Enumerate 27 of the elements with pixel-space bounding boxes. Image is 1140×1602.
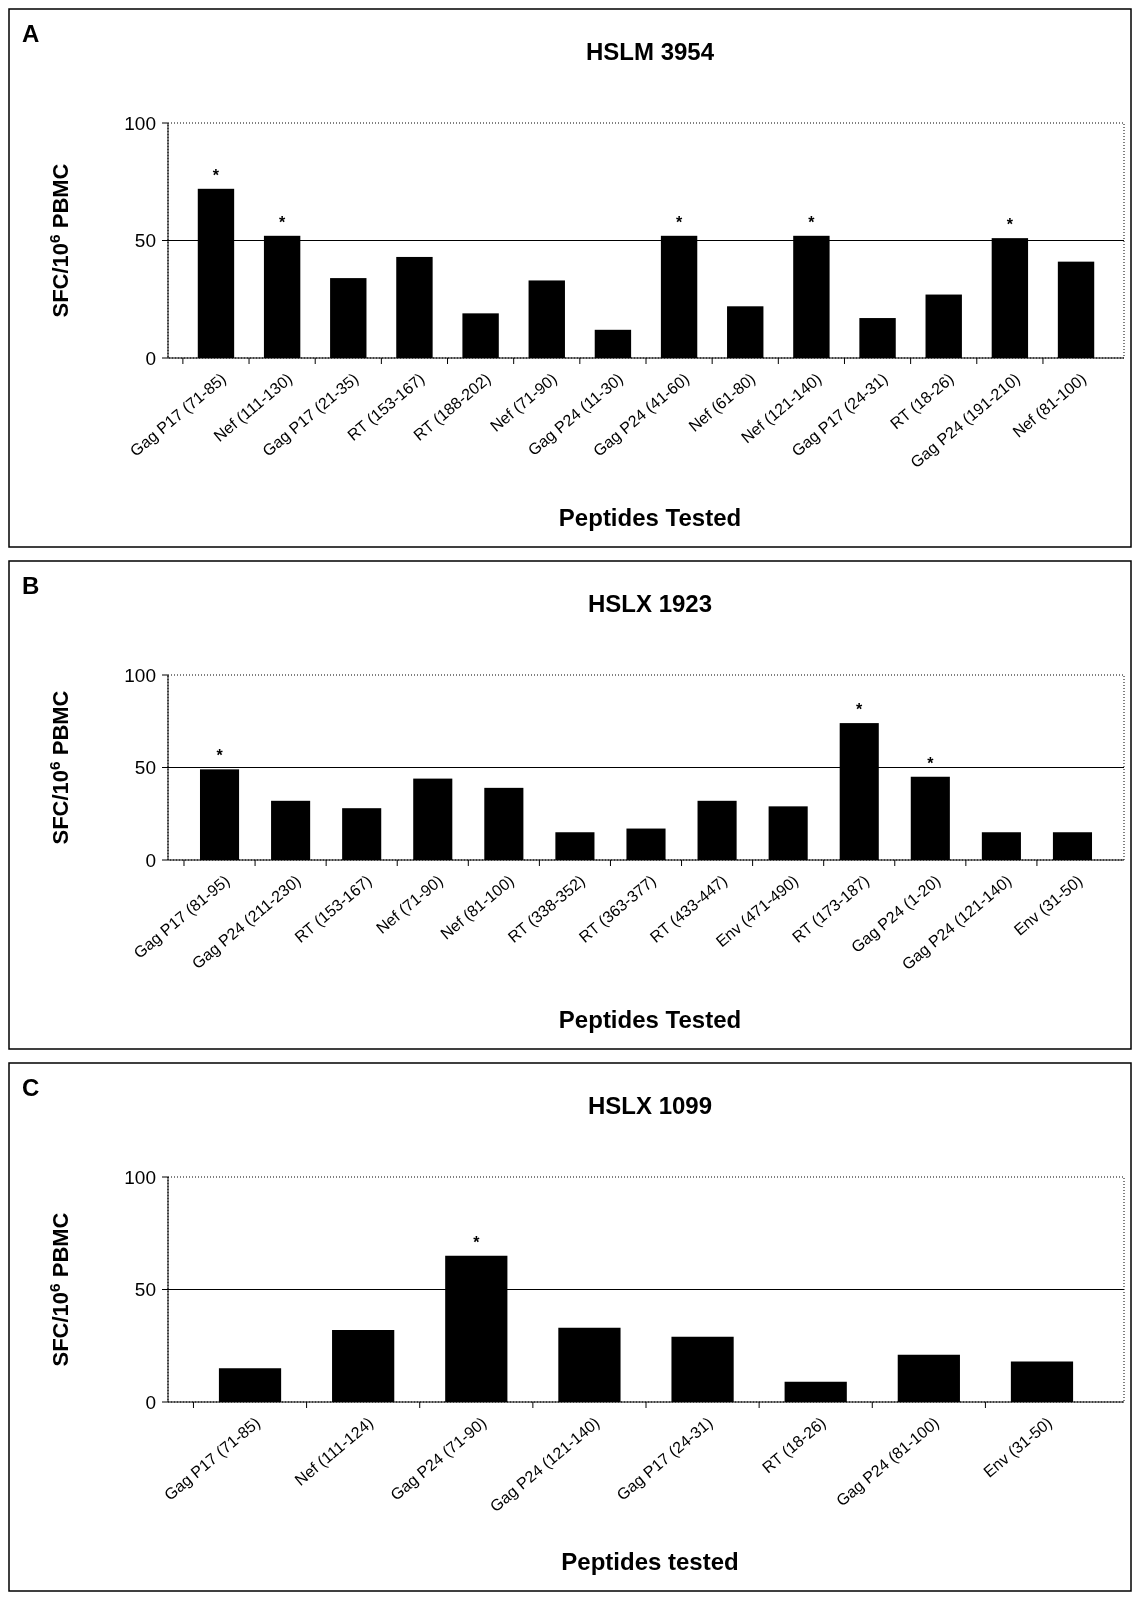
y-tick-label: 0 bbox=[145, 1391, 156, 1413]
annotation: * bbox=[927, 754, 935, 772]
y-tick-label: 0 bbox=[145, 347, 156, 369]
y-tick-label: 50 bbox=[134, 1279, 156, 1301]
annotation: * bbox=[473, 1233, 481, 1251]
text: C bbox=[22, 1074, 40, 1101]
y-tick-label: 100 bbox=[124, 664, 156, 686]
annotation: * bbox=[212, 166, 220, 184]
annotation: * bbox=[216, 747, 224, 765]
annotation: * bbox=[279, 213, 287, 231]
annotation: * bbox=[808, 213, 816, 231]
x-axis-title: Peptides Tested bbox=[558, 1006, 742, 1033]
chart-title: HSLX 1923 bbox=[587, 590, 713, 617]
chart-title: HSLM 3954 bbox=[585, 38, 715, 65]
y-tick-label: 100 bbox=[124, 112, 156, 134]
y-tick-label: 100 bbox=[124, 1166, 156, 1188]
annotation: * bbox=[856, 701, 864, 719]
y-tick-label: 50 bbox=[134, 230, 156, 252]
y-tick-label: 0 bbox=[145, 849, 156, 871]
annotation: * bbox=[675, 213, 683, 231]
x-axis-title: Peptides Tested bbox=[558, 504, 742, 531]
text: A bbox=[22, 20, 40, 47]
x-axis-title: Peptides tested bbox=[561, 1548, 739, 1575]
annotation: * bbox=[1006, 216, 1014, 234]
chart-title: HSLX 1099 bbox=[587, 1092, 713, 1119]
text: B bbox=[22, 572, 40, 599]
y-tick-label: 50 bbox=[134, 757, 156, 779]
